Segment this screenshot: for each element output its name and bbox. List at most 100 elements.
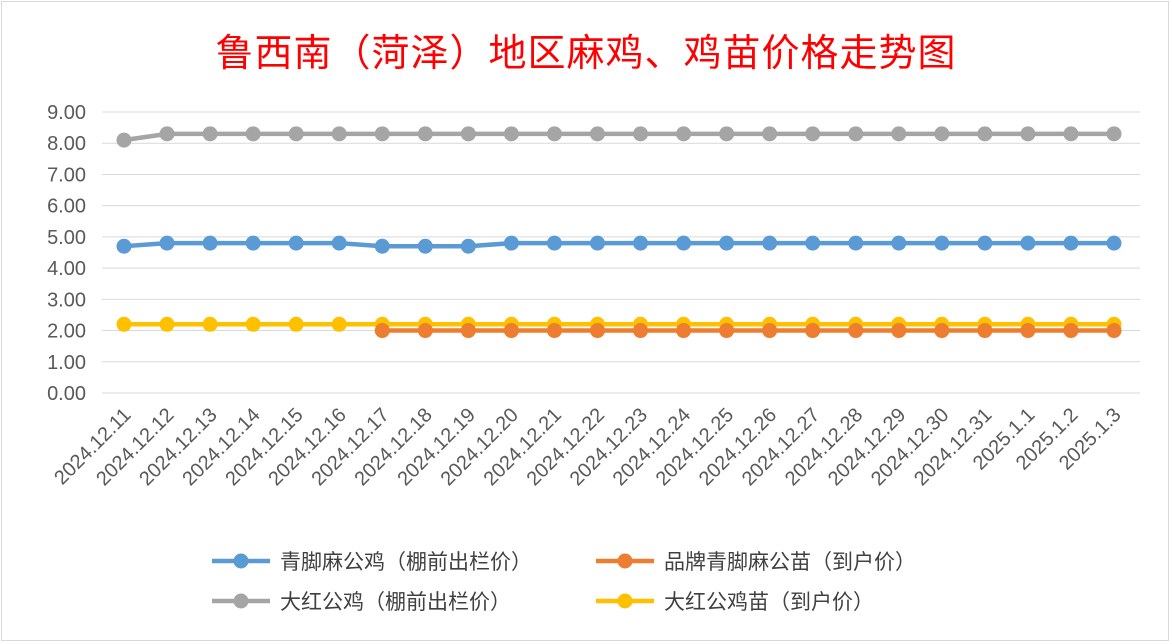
legend-marker: [617, 593, 633, 609]
data-point: [1106, 126, 1122, 142]
grid-lines: [102, 111, 1140, 394]
data-point: [417, 238, 433, 254]
data-point: [546, 235, 562, 251]
legend-marker: [233, 553, 249, 569]
y-tick-label: 2.00: [47, 321, 86, 343]
legend-label: 青脚麻公鸡（棚前出栏价）: [280, 550, 532, 574]
data-point: [805, 235, 821, 251]
data-point: [934, 235, 950, 251]
data-point: [374, 126, 390, 142]
data-point: [762, 126, 778, 142]
data-point: [202, 126, 218, 142]
data-point: [159, 235, 175, 251]
data-point: [1063, 126, 1079, 142]
data-point: [891, 235, 907, 251]
data-point: [417, 126, 433, 142]
data-point: [503, 235, 519, 251]
data-point: [331, 316, 347, 332]
data-point: [762, 323, 778, 339]
y-tick-label: 3.00: [47, 289, 86, 311]
y-tick-label: 5.00: [47, 227, 86, 249]
data-point: [719, 235, 735, 251]
data-point: [934, 323, 950, 339]
data-point: [633, 235, 649, 251]
data-point: [977, 323, 993, 339]
data-point: [288, 316, 304, 332]
y-axis: 0.00 1.00 2.00 3.00 4.00 5.00 6.00 7.00 8.00 9.00: [47, 102, 86, 405]
data-point: [719, 323, 735, 339]
data-point: [934, 126, 950, 142]
data-point: [331, 235, 347, 251]
data-point: [245, 126, 261, 142]
data-point: [116, 132, 132, 148]
y-tick-label: 6.00: [47, 196, 86, 218]
data-point: [460, 323, 476, 339]
data-point: [891, 126, 907, 142]
y-tick-label: 9.00: [47, 102, 86, 124]
data-point: [805, 126, 821, 142]
data-point: [1106, 235, 1122, 251]
data-point: [676, 235, 692, 251]
data-point: [116, 238, 132, 254]
data-point: [633, 323, 649, 339]
legend-item: 青脚麻公鸡（棚前出栏价）: [212, 550, 532, 574]
legend-item: 大红公鸡（棚前出栏价）: [212, 590, 511, 614]
data-point: [460, 238, 476, 254]
data-point: [202, 316, 218, 332]
data-point: [1106, 323, 1122, 339]
legend-item: 大红公鸡苗（到户价）: [596, 590, 874, 614]
data-point: [1020, 126, 1036, 142]
data-point: [589, 323, 605, 339]
data-point: [762, 235, 778, 251]
data-point: [546, 323, 562, 339]
legend-item: 品牌青脚麻公苗（到户价）: [596, 550, 916, 574]
legend-label: 品牌青脚麻公苗（到户价）: [664, 550, 916, 574]
series-line: [123, 240, 1114, 249]
data-point: [159, 126, 175, 142]
legend-marker: [233, 593, 249, 609]
y-tick-label: 0.00: [47, 383, 86, 405]
data-point: [589, 235, 605, 251]
y-tick-label: 1.00: [47, 352, 86, 374]
data-point: [374, 323, 390, 339]
data-point: [503, 126, 519, 142]
data-point: [460, 126, 476, 142]
data-point: [719, 126, 735, 142]
data-point: [848, 323, 864, 339]
data-point: [1020, 323, 1036, 339]
data-point: [159, 316, 175, 332]
data-point: [633, 126, 649, 142]
data-point: [848, 126, 864, 142]
data-point: [1063, 235, 1079, 251]
y-tick-label: 8.00: [47, 133, 86, 155]
data-point: [245, 235, 261, 251]
legend-label: 大红公鸡苗（到户价）: [664, 590, 874, 614]
series-1: [374, 323, 1122, 339]
data-point: [116, 316, 132, 332]
data-point: [676, 323, 692, 339]
chart-title: 鲁西南（菏泽）地区麻鸡、鸡苗价格走势图: [215, 31, 957, 75]
series-2: [116, 126, 1122, 148]
legend-label: 大红公鸡（棚前出栏价）: [280, 590, 511, 614]
y-tick-label: 7.00: [47, 164, 86, 186]
series-layer: [116, 126, 1122, 339]
data-point: [503, 323, 519, 339]
data-point: [245, 316, 261, 332]
legend: 青脚麻公鸡（棚前出栏价） 品牌青脚麻公苗（到户价） 大红公鸡（棚前出栏价） 大红公鸡苗…: [212, 550, 916, 614]
data-point: [589, 126, 605, 142]
data-point: [374, 238, 390, 254]
data-point: [977, 126, 993, 142]
data-point: [331, 126, 347, 142]
data-point: [676, 126, 692, 142]
data-point: [1020, 235, 1036, 251]
series-0: [116, 235, 1122, 254]
x-axis: 2024.12.112024.12.122024.12.132024.12.14…: [50, 404, 1125, 490]
data-point: [805, 323, 821, 339]
y-tick-label: 4.00: [47, 258, 86, 280]
data-point: [546, 126, 562, 142]
data-point: [417, 323, 433, 339]
data-point: [288, 235, 304, 251]
data-point: [288, 126, 304, 142]
